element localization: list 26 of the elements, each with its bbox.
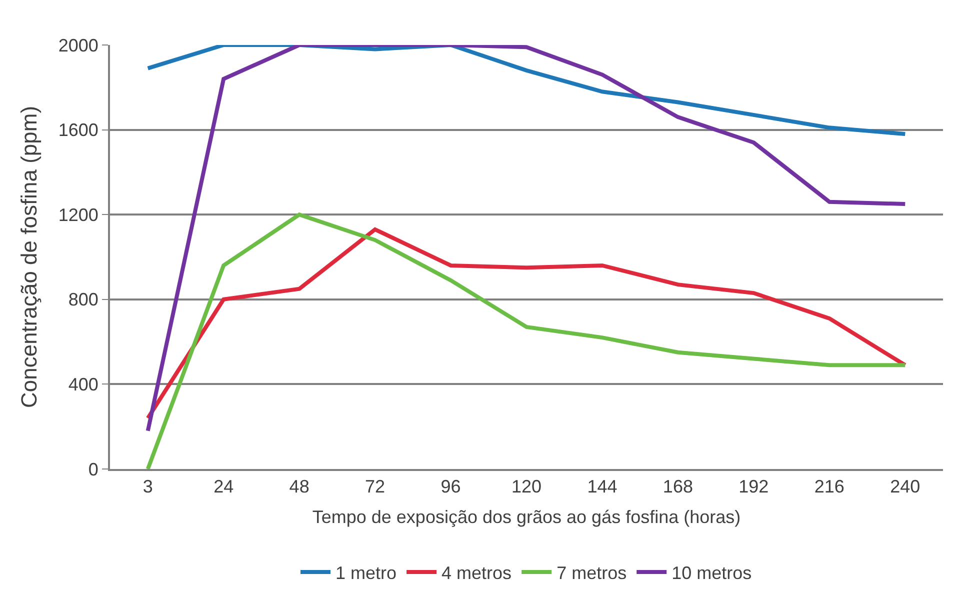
legend-label: 10 metros [672,563,752,584]
y-axis-title: Concentração de fosfina (ppm) [16,106,42,408]
x-tick-label: 72 [365,476,386,497]
line-series [146,45,908,433]
x-tick-label: 24 [214,476,234,497]
x-tick-label: 240 [890,476,920,497]
y-tick-label: 800 [68,290,98,310]
x-tick-label: 144 [587,476,618,497]
y-tick-label: 400 [68,374,98,394]
x-tick-label: 192 [738,476,769,497]
y-tick-label: 0 [88,459,98,480]
x-tick-label: 96 [440,476,461,497]
x-tick-label: 120 [511,476,542,497]
y-tick-label: 1200 [58,204,98,225]
y-tick-label: 2000 [58,35,98,56]
legend-label: 1 metro [336,563,397,584]
x-axis-title: Tempo de exposição dos grãos ao gás fosfina (horas) [312,507,741,528]
x-tick-label: 48 [289,476,310,497]
legend-label: 7 metros [556,563,627,584]
x-tick-label: 3 [142,476,153,497]
line-series [146,227,908,420]
x-tick-label: 168 [662,476,693,497]
x-tick-label: 216 [814,476,844,497]
legend-label: 4 metros [442,563,512,584]
y-tick-label: 1600 [58,120,98,140]
line-series [146,212,908,469]
